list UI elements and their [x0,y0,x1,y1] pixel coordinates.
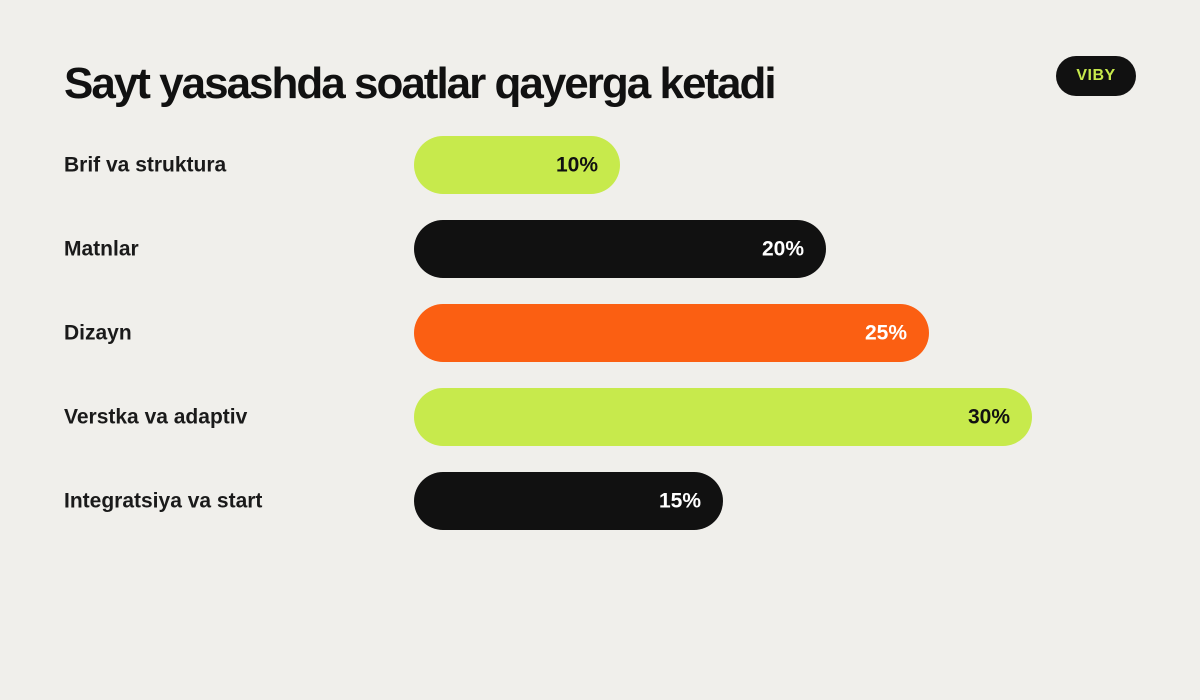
value-label: 25% [865,322,907,345]
category-label: Integratsiya va start [64,490,262,513]
category-label: Matnlar [64,238,139,261]
value-label: 15% [659,490,701,513]
chart-title: Sayt yasashda soatlar qayerga ketadi [64,59,777,108]
value-label: 10% [556,154,598,177]
bar [414,136,620,194]
bar [414,388,1032,446]
category-label: Dizayn [64,322,132,345]
bar [414,220,826,278]
category-label: Verstka va adaptiv [64,406,248,429]
value-label: 20% [762,238,804,261]
bar [414,472,723,530]
category-label: Brif va struktura [64,154,227,177]
value-label: 30% [968,406,1010,429]
bar [414,304,929,362]
brand-badge: VIBY [1056,56,1136,96]
